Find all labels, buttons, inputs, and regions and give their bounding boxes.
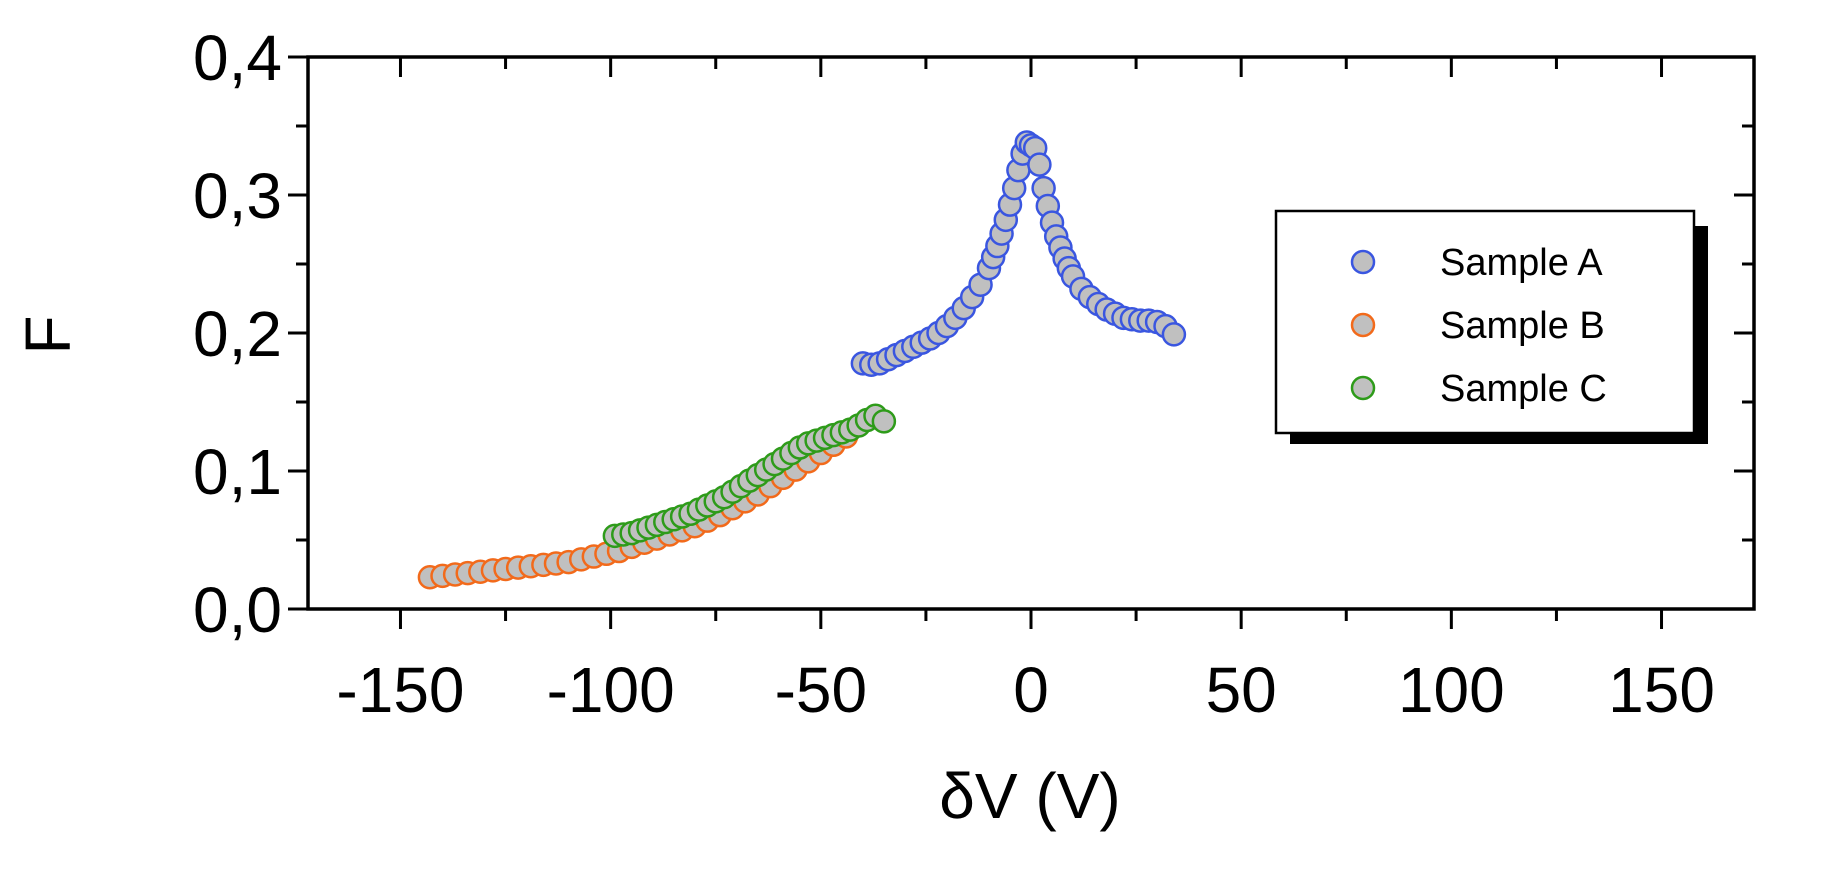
data-point bbox=[1027, 152, 1052, 177]
x-tick-label: -100 bbox=[547, 654, 675, 726]
legend: Sample A Sample B Sample C bbox=[1274, 209, 1708, 444]
x-tick-label: -50 bbox=[775, 654, 868, 726]
legend-label: Sample C bbox=[1440, 368, 1607, 410]
data-point bbox=[871, 409, 897, 434]
legend-label: Sample A bbox=[1440, 242, 1603, 284]
x-tick-label: 150 bbox=[1608, 654, 1715, 726]
y-tick-label: 0,3 bbox=[193, 160, 282, 232]
series-sample-c bbox=[602, 403, 897, 549]
y-tick-label: 0,1 bbox=[193, 436, 282, 508]
y-tick-label: 0,0 bbox=[193, 574, 282, 646]
data-point bbox=[1161, 322, 1187, 347]
x-tick-label: 0 bbox=[1013, 654, 1049, 726]
y-tick-labels: 0,0 0,1 0,2 0,3 0,4 bbox=[193, 22, 282, 646]
legend-marker bbox=[1350, 312, 1376, 338]
x-tick-labels: -150 -100 -50 0 50 100 150 bbox=[336, 654, 1714, 726]
series-sample-a bbox=[850, 130, 1187, 377]
y-tick-label: 0,4 bbox=[193, 22, 282, 94]
x-axis-title: δV (V) bbox=[939, 760, 1120, 832]
legend-marker bbox=[1350, 249, 1376, 275]
y-tick-label: 0,2 bbox=[193, 298, 282, 370]
axis-ticks bbox=[288, 55, 1754, 629]
legend-box bbox=[1274, 209, 1696, 435]
x-tick-label: 50 bbox=[1206, 654, 1277, 726]
x-tick-label: -150 bbox=[336, 654, 464, 726]
data-points bbox=[417, 130, 1187, 590]
x-tick-label: 100 bbox=[1398, 654, 1505, 726]
y-axis-title: F bbox=[12, 315, 84, 354]
plot-frame bbox=[306, 55, 1756, 611]
legend-marker bbox=[1350, 375, 1376, 401]
legend-label: Sample B bbox=[1440, 305, 1605, 347]
